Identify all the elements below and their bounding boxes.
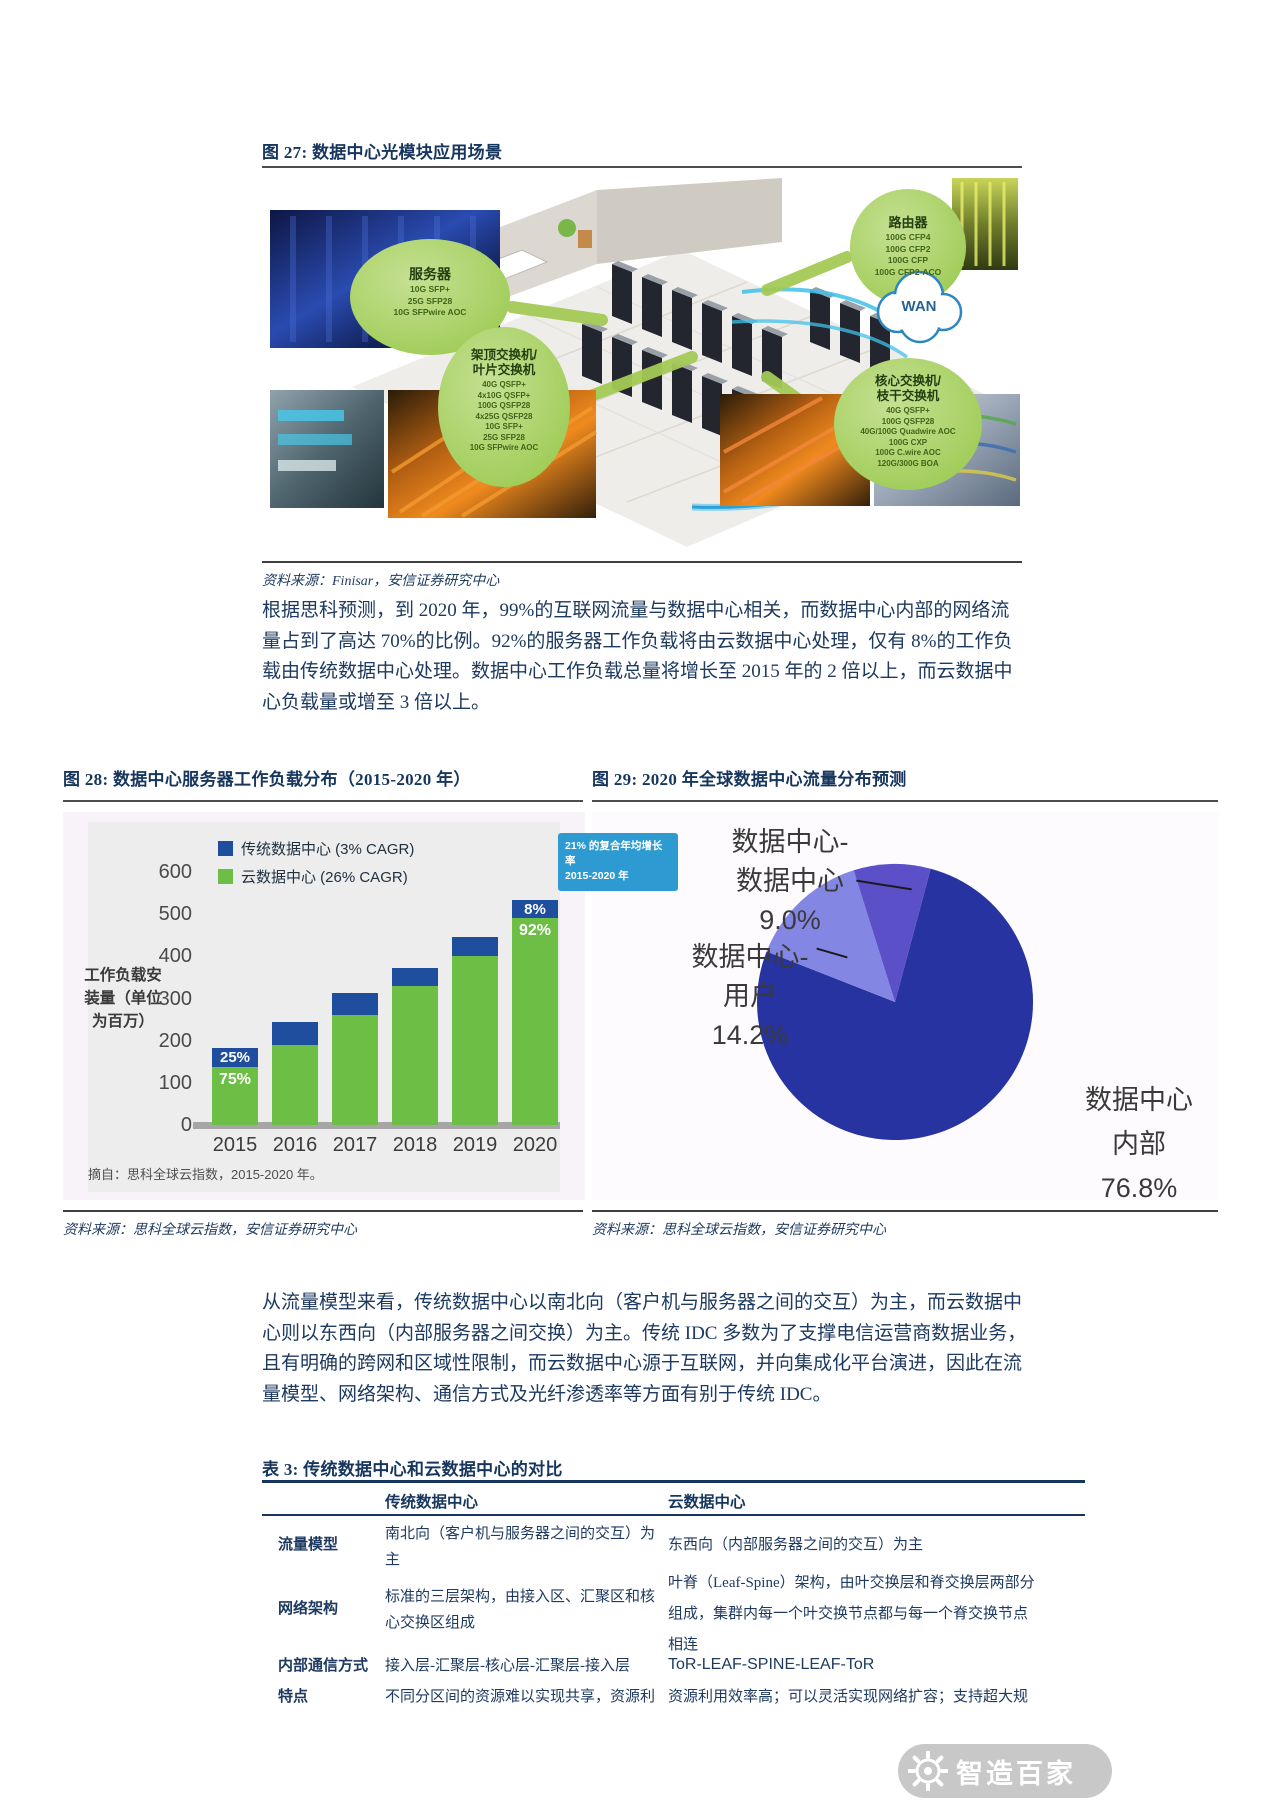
y-axis-tick: 100	[158, 1071, 192, 1094]
fig29-title: 图 29: 2020 年全球数据中心流量分布预测	[592, 770, 907, 789]
pie-label-dc-dc: 数据中心- 数据中心 9.0%	[731, 827, 849, 935]
bubble-core-switch: 核心交换机/ 枝干交换机 40G QSFP+ 100G QSFP28 40G/1…	[836, 374, 980, 469]
bar-chart-baseline	[193, 1122, 560, 1129]
fig27-source: 资料来源：Finisar，安信证券研究中心	[262, 574, 500, 589]
bubble-tor-specs: 40G QSFP+ 4x10G QSFP+ 100G QSFP28 4x25G …	[469, 380, 539, 452]
photo-transceivers	[270, 390, 384, 508]
fig29-title-rule	[592, 800, 1218, 802]
table3-header-cloud: 云数据中心	[668, 1494, 746, 1511]
y-axis-tick: 400	[158, 945, 192, 968]
table3-title: 表 3: 传统数据中心和云数据中心的对比	[262, 1460, 563, 1479]
bar-2016	[272, 1021, 318, 1125]
table-cell: 接入层-汇聚层-核心层-汇聚层-接入层	[385, 1658, 630, 1674]
legend-item-cloud: 云数据中心 (26% CAGR)	[218, 866, 414, 887]
brand-watermark: 智造百家	[898, 1744, 1112, 1798]
brand-name: 智造百家	[956, 1758, 1076, 1789]
legend-swatch-traditional	[218, 841, 233, 856]
wan-cloud-icon	[876, 270, 963, 344]
datacenter-diagram-art	[270, 178, 1020, 547]
pie-slices	[757, 863, 1034, 1141]
bubble-core-title: 核心交换机/ 枝干交换机	[875, 374, 941, 403]
bar-chart-y-axis-title: 工作负载安 装量（单位 为百万）	[84, 967, 162, 1030]
x-axis-label: 2017	[332, 1134, 378, 1156]
table-row-label: 内部通信方式	[278, 1658, 369, 1674]
pie-label-inner: 数据中心 内部 76.8%	[1085, 1085, 1193, 1203]
table3-header-rule	[262, 1514, 1085, 1516]
bubble-tor-switch: 架顶交换机/ 叶片交换机 40G QSFP+ 4x10G QSFP+ 100G …	[438, 348, 570, 454]
bubble-server-specs: 10G SFP+ 25G SFP28 10G SFPwire AOC	[393, 284, 467, 317]
x-axis-label: 2019	[452, 1134, 498, 1156]
bar-2020: 8% 92%	[512, 900, 558, 1125]
bar-chart-legend: 传统数据中心 (3% CAGR) 云数据中心 (26% CAGR)	[218, 838, 414, 894]
y-axis-tick: 200	[158, 1029, 192, 1052]
cagr-callout: 21% 的复合年均增长率 2015-2020 年	[558, 833, 678, 891]
legend-label-traditional: 传统数据中心 (3% CAGR)	[241, 841, 415, 858]
pie-chart	[757, 863, 1034, 1141]
table3-top-border	[262, 1480, 1085, 1483]
bar-2015: 25% 75%	[212, 1048, 258, 1125]
table3-header-traditional: 传统数据中心	[385, 1494, 479, 1511]
paragraph-traffic-model: 从流量模型来看，传统数据中心以南北向（客户机与服务器之间的交互）为主，而云数据中…	[262, 1292, 1027, 1405]
fig28-title: 图 28: 数据中心服务器工作负载分布（2015-2020 年）	[63, 770, 471, 789]
fig28-bar-chart: 传统数据中心 (3% CAGR) 云数据中心 (26% CAGR) 工作负载安 …	[63, 812, 585, 1200]
bar-2019	[452, 937, 498, 1125]
bar-2018	[392, 968, 438, 1125]
bar-2017	[332, 993, 378, 1125]
table-row-label: 流量模型	[278, 1537, 339, 1553]
y-axis-tick: 0	[180, 1114, 192, 1136]
bubble-router-specs: 100G CFP4 100G CFP2 100G CFP 100G CFP2-A…	[874, 232, 942, 277]
fig27-diagram: 服务器 10G SFP+ 25G SFP28 10G SFPwire AOC 架…	[262, 172, 1022, 562]
bubble-tor-title: 架顶交换机/ 叶片交换机	[471, 348, 537, 377]
x-axis-label: 2020	[512, 1134, 558, 1156]
table-cell: ToR-LEAF-SPINE-LEAF-ToR	[668, 1656, 875, 1673]
brand-logo-gear-icon	[908, 1751, 948, 1791]
y-axis-tick: 300	[158, 987, 192, 1010]
pie-slice	[757, 868, 1034, 1141]
bar-chart-note: 摘自：思科全球云指数，2015-2020 年。	[88, 1167, 323, 1182]
fig28-source: 资料来源：思科全球云指数，安信证券研究中心	[63, 1223, 357, 1238]
table-row-label: 特点	[278, 1689, 309, 1705]
legend-label-cloud: 云数据中心 (26% CAGR)	[241, 869, 408, 886]
fig29-bottom-rule	[592, 1210, 1218, 1212]
table-cell: 资源利用效率高；可以灵活实现网络扩容；支持超大规	[668, 1689, 1029, 1705]
legend-item-traditional: 传统数据中心 (3% CAGR)	[218, 838, 414, 859]
table-cell: 不同分区间的资源难以实现共享，资源利	[385, 1689, 656, 1705]
bubble-server: 服务器 10G SFP+ 25G SFP28 10G SFPwire AOC	[362, 267, 498, 319]
table-cell: 叶脊（Leaf-Spine）架构，由叶交换层和脊交换层两部分 组成，集群内每一个…	[668, 1575, 1035, 1653]
bar-chart-xlabels: 2015 2016 2017 2018 2019 2020	[212, 1134, 585, 1160]
bubble-router-title: 路由器	[888, 215, 928, 230]
bubble-server-title: 服务器	[409, 266, 451, 282]
paragraph-cisco-forecast: 根据思科预测，到 2020 年，99%的互联网流量与数据中心相关，而数据中心内部…	[262, 600, 1013, 713]
bar-chart-yticks: 600 500 400 300 200 100 0	[118, 861, 198, 1136]
bubble-core-specs: 40G QSFP+ 100G QSFP28 40G/100G Quadwire …	[860, 406, 956, 468]
x-axis-label: 2015	[212, 1134, 258, 1156]
y-axis-tick: 500	[158, 903, 192, 926]
x-axis-label: 2016	[272, 1134, 318, 1156]
fig27-title: 图 27: 数据中心光模块应用场景	[262, 143, 503, 162]
bubble-router: 路由器 100G CFP4 100G CFP2 100G CFP 100G CF…	[852, 215, 964, 278]
fig28-bottom-rule	[63, 1210, 583, 1212]
bar-chart-bars: 25% 75% 8% 92%	[212, 872, 585, 1125]
pie-slice	[766, 870, 895, 1002]
table-cell: 南北向（客户机与服务器之间的交互）为 主	[385, 1526, 656, 1568]
fig29-source: 资料来源：思科全球云指数，安信证券研究中心	[592, 1223, 886, 1238]
fig27-bottom-rule	[262, 561, 1022, 563]
wan-label: WAN	[901, 298, 937, 315]
table-row-label: 网络架构	[278, 1601, 339, 1617]
y-axis-tick: 600	[158, 861, 192, 883]
fig28-title-rule	[63, 800, 583, 802]
table-cell: 标准的三层架构，由接入区、汇聚区和核 心交换区组成	[385, 1589, 656, 1631]
table-cell: 东西向（内部服务器之间的交互）为主	[668, 1537, 924, 1553]
legend-swatch-cloud	[218, 869, 233, 884]
fig27-title-rule	[262, 166, 1022, 168]
pie-label-dc-user: 数据中心- 用户 14.2%	[691, 942, 809, 1050]
pie-slice	[853, 863, 931, 1002]
x-axis-label: 2018	[392, 1134, 438, 1156]
